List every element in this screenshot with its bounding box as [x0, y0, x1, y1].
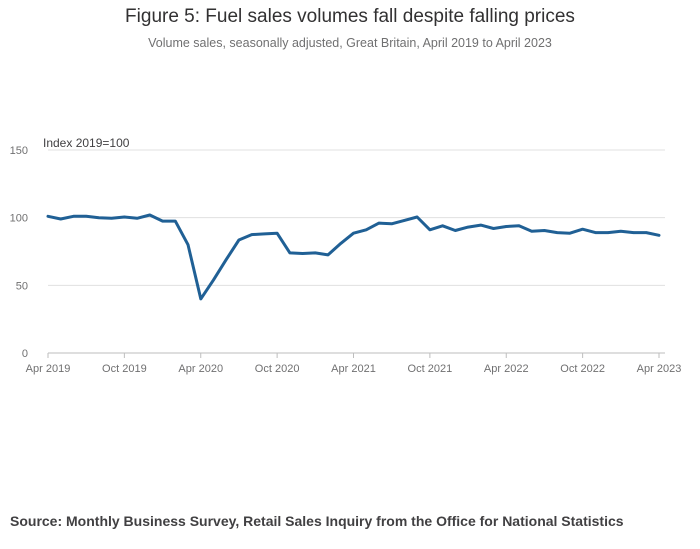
data-point [555, 231, 559, 234]
data-point [72, 215, 75, 218]
y-tick-label: 100 [10, 213, 28, 225]
data-point [174, 219, 177, 223]
data-point [326, 253, 330, 257]
data-point [275, 232, 279, 235]
data-point [46, 215, 50, 218]
data-point [314, 251, 317, 255]
data-point [148, 213, 152, 217]
series-line [46, 213, 661, 301]
data-point [301, 252, 304, 255]
chart-title: Figure 5: Fuel sales volumes fall despit… [125, 6, 575, 27]
data-point [543, 229, 546, 232]
x-tick-label: Oct 2022 [560, 363, 605, 375]
data-point [530, 230, 533, 233]
data-point [84, 215, 88, 218]
data-point [263, 232, 266, 236]
data-point [441, 224, 444, 227]
y-tick-label: 0 [22, 348, 28, 360]
source-note: Source: Monthly Business Survey, Retail … [10, 513, 624, 529]
data-point [135, 217, 139, 220]
data-point [454, 229, 457, 232]
data-point [390, 222, 393, 225]
data-point [428, 228, 432, 232]
data-point [199, 297, 202, 301]
x-tick-label: Oct 2019 [102, 363, 147, 375]
data-point [225, 258, 228, 261]
chart-subtitle: Volume sales, seasonally adjusted, Great… [148, 36, 552, 50]
data-point [466, 225, 470, 229]
data-point [594, 231, 597, 234]
data-point [237, 238, 241, 242]
x-tick-label: Apr 2019 [26, 363, 71, 375]
line-chart: Index 2019=100 0 50 100 150 Apr 2019 Oct 2019… [10, 136, 682, 375]
y-tick-label: 150 [10, 145, 28, 157]
data-point [59, 217, 62, 221]
x-tick-label: Apr 2023 [637, 363, 682, 375]
data-point [632, 231, 635, 234]
data-point [250, 233, 253, 236]
x-tick-label: Oct 2021 [408, 363, 453, 375]
data-point [619, 230, 623, 233]
data-point [377, 221, 381, 225]
data-point [161, 219, 164, 223]
data-point [645, 231, 648, 234]
data-point [288, 251, 292, 255]
data-point [505, 225, 508, 228]
data-point [492, 227, 495, 230]
data-point [581, 227, 584, 231]
data-point [339, 242, 342, 245]
data-point [568, 232, 572, 235]
y-tick-label: 50 [16, 280, 28, 292]
data-point [97, 216, 101, 219]
x-tick-label: Oct 2020 [255, 363, 300, 375]
x-tick-label: Apr 2020 [178, 363, 223, 375]
data-point [403, 219, 406, 222]
data-point [415, 215, 419, 219]
x-tick-label: Apr 2021 [331, 363, 376, 375]
data-point [365, 228, 368, 232]
y-axis-label: Index 2019=100 [43, 136, 130, 150]
x-tick-label: Apr 2022 [484, 363, 529, 375]
data-point [657, 234, 661, 237]
data-point [352, 232, 355, 235]
data-point [186, 243, 190, 246]
data-point [479, 223, 482, 227]
data-point [212, 278, 215, 282]
data-point [123, 215, 126, 219]
data-point [110, 217, 113, 220]
data-point [606, 231, 610, 234]
data-point [517, 224, 521, 227]
